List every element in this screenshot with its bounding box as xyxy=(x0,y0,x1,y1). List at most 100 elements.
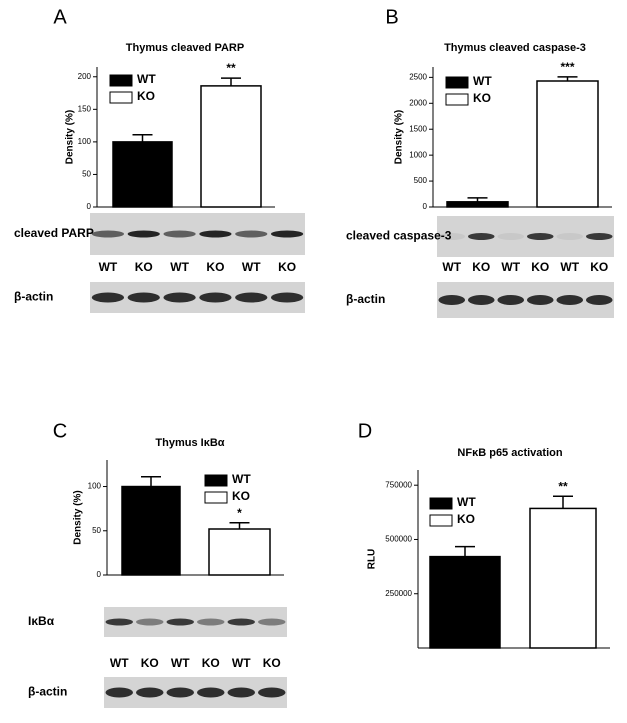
lane-label: KO xyxy=(135,260,153,274)
blot-band xyxy=(270,292,304,303)
blot-label: cleaved caspase-3 xyxy=(346,229,452,243)
y-tick-label: 100 xyxy=(78,137,92,146)
legend-swatch xyxy=(204,491,228,504)
blot-band xyxy=(163,230,196,238)
y-tick-label: 2500 xyxy=(409,72,427,81)
blot-band xyxy=(91,230,125,238)
blot-label: IκBα xyxy=(28,614,55,628)
y-tick-label: 150 xyxy=(78,104,92,113)
y-tick-label: 2000 xyxy=(409,98,427,107)
blot-band xyxy=(197,618,225,626)
blot-band xyxy=(136,618,164,626)
y-axis-label: Density (%) xyxy=(394,110,405,164)
significance: *** xyxy=(560,60,574,74)
legend-label: WT xyxy=(137,72,156,86)
panel-label: B xyxy=(385,6,398,28)
blot-band xyxy=(199,292,232,303)
blot-band xyxy=(438,295,466,305)
legend-swatch xyxy=(204,474,228,487)
blot-band xyxy=(227,687,255,698)
significance: ** xyxy=(558,479,568,493)
significance: * xyxy=(237,506,242,520)
blot-band xyxy=(166,687,194,698)
lane-label: KO xyxy=(141,656,159,670)
y-tick-label: 250000 xyxy=(385,589,412,598)
legend-swatch xyxy=(445,93,469,106)
blot-band xyxy=(166,618,194,626)
y-tick-label: 50 xyxy=(92,526,101,535)
blot-strip xyxy=(90,282,305,313)
lane-label: KO xyxy=(206,260,224,274)
bar xyxy=(121,485,181,576)
bar xyxy=(112,141,173,208)
panel-label: D xyxy=(358,420,372,442)
blot-strip xyxy=(104,677,287,708)
y-tick-label: 1500 xyxy=(409,124,427,133)
lane-label: KO xyxy=(531,260,549,274)
bar xyxy=(536,80,599,208)
y-tick-label: 0 xyxy=(87,202,92,211)
panel-3: D NFκB p65 activation RLU 250000 500000 75000… xyxy=(358,420,610,649)
lane-label: KO xyxy=(472,260,490,274)
chart-title: Thymus cleaved PARP xyxy=(126,42,244,54)
legend-label: KO xyxy=(232,489,250,503)
legend-swatch xyxy=(445,76,469,89)
blot-band xyxy=(91,292,125,303)
blot-band xyxy=(105,687,133,698)
blot-label: cleaved PARP xyxy=(14,226,94,240)
panel-2: C Thymus IκBα Density (%) 0 50 100 WT * KO IκBα WT… xyxy=(28,420,287,708)
lane-label: WT xyxy=(110,656,129,670)
blot-strip xyxy=(104,607,287,637)
lane-label: WT xyxy=(99,260,118,274)
blot-band xyxy=(258,618,286,626)
blot-band xyxy=(127,230,160,238)
lane-label: KO xyxy=(590,260,608,274)
lane-label: WT xyxy=(442,260,461,274)
lane-label: KO xyxy=(278,260,296,274)
lane-label: WT xyxy=(242,260,261,274)
lane-label: WT xyxy=(171,656,190,670)
blot-label: β-actin xyxy=(28,685,67,699)
legend-swatch xyxy=(109,74,133,87)
lane-label: WT xyxy=(232,656,251,670)
blot-band xyxy=(235,292,268,303)
blot-band xyxy=(497,233,525,240)
bar xyxy=(529,507,597,649)
y-axis-label: RLU xyxy=(367,549,378,570)
y-tick-label: 200 xyxy=(78,72,92,81)
panel-label: C xyxy=(53,420,67,442)
y-tick-label: 750000 xyxy=(385,480,412,489)
blot-strip xyxy=(90,213,305,255)
blot-band xyxy=(258,687,286,698)
legend-label: WT xyxy=(473,74,492,88)
blot-band xyxy=(585,233,613,240)
legend-label: KO xyxy=(457,512,475,526)
legend-swatch xyxy=(429,514,453,527)
blot-band xyxy=(163,292,196,303)
lane-label: WT xyxy=(170,260,189,274)
chart-title: Thymus cleaved caspase-3 xyxy=(444,42,586,54)
chart-title: NFκB p65 activation xyxy=(457,447,562,459)
blot-band xyxy=(438,233,466,240)
panel-0: A Thymus cleaved PARP Density (%) 0 50 100 150… xyxy=(14,6,305,313)
blot-band xyxy=(467,233,495,240)
blot-label: β-actin xyxy=(14,290,53,304)
panel-1: B Thymus cleaved caspase-3 Density (%) 0 500… xyxy=(346,6,614,318)
blot-strip xyxy=(437,282,614,318)
bar xyxy=(200,85,262,208)
blot-band xyxy=(127,292,160,303)
y-tick-label: 0 xyxy=(423,202,428,211)
blot-band xyxy=(199,230,232,238)
bar xyxy=(208,528,271,576)
blot-band xyxy=(270,230,304,238)
blot-band xyxy=(556,233,584,240)
lane-label: KO xyxy=(263,656,281,670)
bar xyxy=(446,201,509,208)
bar xyxy=(429,555,501,649)
legend-label: KO xyxy=(473,91,491,105)
lane-label: WT xyxy=(501,260,520,274)
panel-label: A xyxy=(53,6,67,28)
lane-label: WT xyxy=(560,260,579,274)
significance: ** xyxy=(226,61,236,75)
